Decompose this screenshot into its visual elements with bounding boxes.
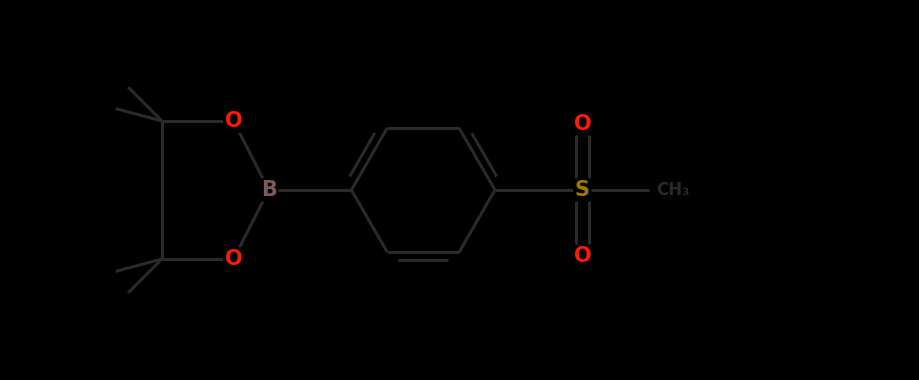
Text: S: S [574,180,589,200]
Text: O: O [224,249,243,269]
Text: O: O [573,246,591,266]
Text: CH₃: CH₃ [655,181,688,199]
Text: O: O [224,111,243,131]
Text: B: B [260,180,277,200]
Text: O: O [573,114,591,134]
